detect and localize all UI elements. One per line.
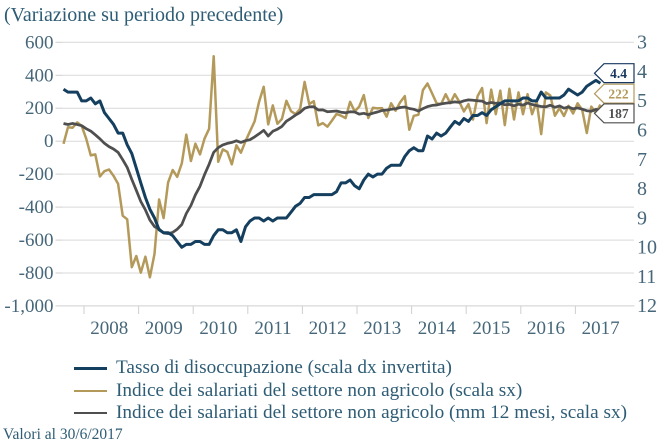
svg-text:4: 4 xyxy=(637,61,647,83)
svg-text:400: 400 xyxy=(25,65,54,86)
svg-text:5: 5 xyxy=(637,90,647,112)
svg-text:2016: 2016 xyxy=(527,318,565,339)
svg-text:3: 3 xyxy=(637,32,647,54)
svg-text:200: 200 xyxy=(25,98,54,119)
svg-text:10: 10 xyxy=(637,237,657,259)
svg-text:8: 8 xyxy=(637,178,647,200)
svg-text:-200: -200 xyxy=(19,164,54,185)
svg-text:2014: 2014 xyxy=(418,318,457,339)
svg-text:11: 11 xyxy=(637,266,656,288)
svg-text:222: 222 xyxy=(608,87,629,102)
svg-text:600: 600 xyxy=(25,32,54,53)
svg-text:2012: 2012 xyxy=(309,318,347,339)
svg-text:2009: 2009 xyxy=(145,318,183,339)
svg-text:187: 187 xyxy=(608,106,629,121)
svg-text:2013: 2013 xyxy=(363,318,401,339)
svg-text:4.4: 4.4 xyxy=(610,66,627,81)
svg-text:6: 6 xyxy=(637,120,647,142)
svg-text:7: 7 xyxy=(637,149,647,171)
svg-text:2017: 2017 xyxy=(582,318,620,339)
svg-text:2008: 2008 xyxy=(90,318,128,339)
svg-text:-600: -600 xyxy=(19,230,54,251)
svg-text:2011: 2011 xyxy=(254,318,291,339)
svg-text:2010: 2010 xyxy=(199,318,237,339)
svg-text:9: 9 xyxy=(637,207,647,229)
svg-text:12: 12 xyxy=(637,295,657,317)
svg-text:0: 0 xyxy=(44,131,54,152)
svg-text:-400: -400 xyxy=(19,197,54,218)
svg-text:-1,000: -1,000 xyxy=(4,296,53,317)
svg-text:-800: -800 xyxy=(19,263,54,284)
svg-text:2015: 2015 xyxy=(472,318,510,339)
